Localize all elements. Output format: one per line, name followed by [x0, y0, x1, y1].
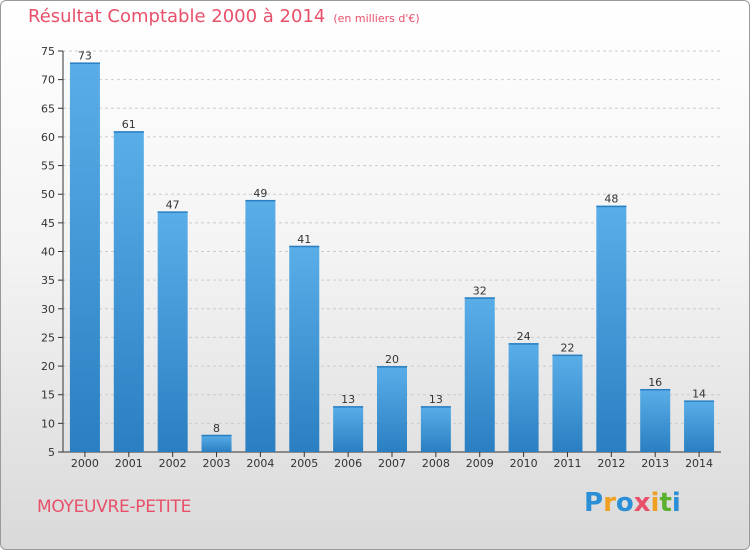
y-tick-label: 45 [41, 217, 55, 230]
chart-title: Résultat Comptable 2000 à 2014 [28, 6, 326, 27]
bar-top-edge [684, 400, 715, 402]
bar [113, 131, 144, 452]
bar [420, 406, 451, 452]
data-label: 61 [122, 118, 136, 131]
y-tick-label: 30 [41, 303, 55, 316]
logo-letter: x [633, 488, 651, 518]
bar [377, 366, 407, 452]
data-label: 8 [213, 422, 220, 435]
y-tick-label: 75 [41, 45, 55, 58]
data-label: 32 [473, 284, 487, 297]
x-tick-label: 2004 [246, 457, 274, 470]
bar [464, 297, 495, 452]
bar [201, 434, 232, 452]
data-label: 20 [385, 353, 399, 366]
y-tick-label: 35 [41, 274, 55, 287]
logo-letter: r [603, 488, 616, 518]
logo-letter: o [615, 488, 634, 518]
bar [69, 62, 100, 452]
y-tick-label: 25 [41, 331, 55, 344]
bar [640, 388, 671, 452]
logo-letter: P [584, 488, 604, 518]
y-tick-label: 65 [41, 102, 55, 115]
x-tick-label: 2014 [685, 457, 713, 470]
y-tick-label: 50 [41, 188, 55, 201]
data-label: 24 [517, 330, 531, 343]
x-tick-label: 2007 [378, 457, 406, 470]
data-label: 48 [604, 193, 618, 206]
data-label: 49 [253, 187, 267, 200]
bar [508, 343, 539, 452]
bar [552, 354, 583, 452]
bar-top-edge [377, 366, 407, 368]
bar-top-edge [245, 199, 276, 202]
data-labels: 73 61 47 8 49 41 13 20 13 32 24 22 48 16 14 [78, 49, 706, 434]
x-tick-label: 2005 [290, 457, 318, 470]
logo-letter: i [671, 488, 681, 518]
bar [684, 400, 715, 452]
chart-subtitle: (en milliers d'€) [333, 12, 420, 25]
data-label: 14 [692, 387, 706, 400]
title-block: Résultat Comptable 2000 à 2014 (en millie… [28, 6, 420, 27]
x-tick-label: 2001 [115, 457, 143, 470]
bar [245, 199, 276, 452]
y-tick-label: 15 [41, 389, 55, 402]
bar-top-edge [201, 434, 232, 437]
bar-top-edge [69, 62, 100, 64]
data-label: 41 [297, 233, 311, 246]
y-tick-label: 60 [41, 131, 55, 144]
bar-top-edge [508, 343, 539, 345]
x-tick-label: 2013 [641, 457, 669, 470]
proxiti-logo: Proxiti [584, 488, 681, 518]
data-label: 13 [341, 393, 355, 406]
logo-letter: i [650, 488, 660, 518]
location-name: MOYEUVRE-PETITE [37, 497, 192, 517]
y-tick-label: 10 [41, 417, 55, 430]
x-tick-label: 2009 [466, 457, 494, 470]
bar-top-edge [333, 406, 364, 408]
data-label: 22 [560, 342, 574, 355]
data-label: 16 [648, 376, 662, 389]
x-tick-label: 2003 [203, 457, 231, 470]
bar-top-edge [464, 297, 495, 299]
data-label: 73 [78, 49, 92, 62]
bar-top-edge [420, 406, 451, 408]
bar-top-edge [552, 354, 583, 357]
y-tick-label: 5 [48, 446, 55, 459]
x-tick-label: 2010 [510, 457, 538, 470]
y-tick-label: 40 [41, 246, 55, 259]
bar-top-edge [596, 205, 627, 208]
bar [333, 406, 364, 452]
bar [157, 211, 188, 452]
x-tick-label: 2000 [71, 457, 99, 470]
bar-top-edge [157, 211, 188, 213]
bar [289, 245, 320, 452]
bar-top-edge [113, 131, 144, 133]
x-tick-label: 2011 [553, 457, 581, 470]
bars [69, 62, 715, 452]
bar [596, 205, 627, 452]
y-tick-label: 20 [41, 360, 55, 373]
axes: 5 10 15 20 25 30 35 40 45 50 55 60 65 70 75 2000 2001 200… [41, 45, 721, 470]
x-tick-label: 2002 [159, 457, 187, 470]
y-tick-label: 70 [41, 74, 55, 87]
x-tick-label: 2008 [422, 457, 450, 470]
data-label: 13 [429, 393, 443, 406]
bar-top-edge [289, 245, 320, 248]
bar-top-edge [640, 388, 671, 391]
logo-letter: t [659, 488, 672, 518]
x-tick-label: 2012 [597, 457, 625, 470]
y-tick-label: 55 [41, 160, 55, 173]
data-label: 47 [166, 198, 180, 211]
x-tick-label: 2006 [334, 457, 362, 470]
